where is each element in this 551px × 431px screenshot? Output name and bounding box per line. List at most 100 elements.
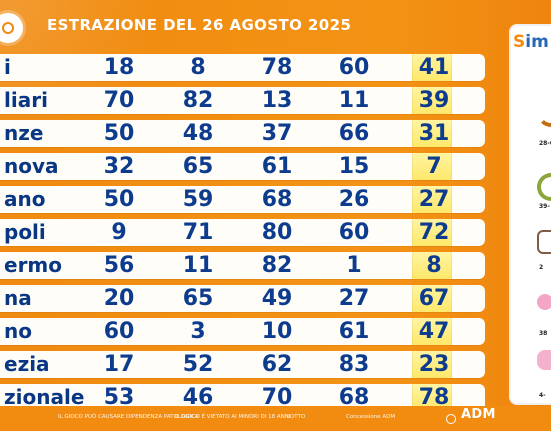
number-3: 70 bbox=[261, 385, 293, 410]
highlight-column bbox=[412, 252, 452, 279]
brand-end: im bbox=[525, 32, 549, 52]
number-5: 39 bbox=[418, 88, 450, 113]
city-name: ermo bbox=[4, 253, 63, 277]
number-2: 82 bbox=[182, 88, 214, 113]
number-1: 50 bbox=[103, 187, 135, 212]
number-5: 23 bbox=[418, 352, 450, 377]
city-name: no bbox=[4, 319, 32, 343]
number-3: 82 bbox=[261, 253, 293, 278]
side-brand: Sim bbox=[513, 32, 549, 52]
city-name: ano bbox=[4, 187, 46, 211]
city-name: liari bbox=[4, 88, 48, 112]
number-4: 66 bbox=[338, 121, 370, 146]
highlight-column bbox=[412, 120, 452, 147]
number-2: 65 bbox=[182, 154, 214, 179]
side-label-3: 2 bbox=[539, 264, 544, 271]
number-4: 60 bbox=[338, 55, 370, 80]
highlight-column bbox=[412, 351, 452, 378]
number-2: 59 bbox=[182, 187, 214, 212]
side-label-5: 4- bbox=[539, 392, 546, 399]
city-name: poli bbox=[4, 220, 46, 244]
table-row: nova 32 65 61 15 7 bbox=[0, 153, 485, 180]
city-name: i bbox=[4, 55, 11, 79]
number-1: 60 bbox=[103, 319, 135, 344]
number-5: 31 bbox=[418, 121, 450, 146]
highlight-column bbox=[412, 318, 452, 345]
footer-warning-1: IL GIOCO PUÒ CAUSARE DIPENDENZA PATOLOGI… bbox=[58, 414, 199, 420]
number-2: 3 bbox=[190, 319, 206, 344]
number-3: 49 bbox=[261, 286, 293, 311]
number-3: 13 bbox=[261, 88, 293, 113]
number-4: 27 bbox=[338, 286, 370, 311]
city-name: zionale bbox=[4, 385, 84, 409]
footer: IL GIOCO PUÒ CAUSARE DIPENDENZA PATOLOGI… bbox=[0, 406, 551, 431]
table-row: liari 70 82 13 11 39 bbox=[0, 87, 485, 114]
brand-start: S bbox=[513, 32, 526, 52]
number-1: 20 bbox=[103, 286, 135, 311]
number-4: 15 bbox=[338, 154, 370, 179]
number-3: 62 bbox=[261, 352, 293, 377]
lotto-logo-icon bbox=[0, 13, 23, 43]
number-1: 56 bbox=[103, 253, 135, 278]
number-5: 27 bbox=[418, 187, 450, 212]
city-name: nze bbox=[4, 121, 44, 145]
table-row: i 18 8 78 60 41 bbox=[0, 54, 485, 81]
number-4: 11 bbox=[338, 88, 370, 113]
side-panel: Sim 28-0 39- 2 38 4- bbox=[509, 24, 551, 405]
number-5: 7 bbox=[426, 154, 442, 179]
number-5: 8 bbox=[426, 253, 442, 278]
footer-warning-2: IL GIOCO È VIETATO AI MINORI DI 18 ANNI bbox=[175, 414, 291, 420]
number-1: 17 bbox=[103, 352, 135, 377]
pig-face-icon bbox=[537, 350, 551, 370]
number-4: 26 bbox=[338, 187, 370, 212]
number-2: 52 bbox=[182, 352, 214, 377]
highlight-column bbox=[412, 186, 452, 213]
city-name: nova bbox=[4, 154, 59, 178]
highlight-column bbox=[412, 87, 452, 114]
city-name: ezia bbox=[4, 352, 50, 376]
number-1: 53 bbox=[103, 385, 135, 410]
number-1: 50 bbox=[103, 121, 135, 146]
number-1: 70 bbox=[103, 88, 135, 113]
number-3: 10 bbox=[261, 319, 293, 344]
city-name: na bbox=[4, 286, 32, 310]
highlight-column bbox=[412, 153, 452, 180]
pig-icon bbox=[537, 294, 551, 310]
box-icon bbox=[537, 230, 551, 254]
number-4: 61 bbox=[338, 319, 370, 344]
page-title: ESTRAZIONE DEL 26 AGOSTO 2025 bbox=[47, 16, 352, 34]
number-1: 9 bbox=[111, 220, 127, 245]
number-2: 48 bbox=[182, 121, 214, 146]
number-2: 8 bbox=[190, 55, 206, 80]
table-row: ermo 56 11 82 1 8 bbox=[0, 252, 485, 279]
table-row: na 20 65 49 27 67 bbox=[0, 285, 485, 312]
number-2: 71 bbox=[182, 220, 214, 245]
table-row: poli 9 71 80 60 72 bbox=[0, 219, 485, 246]
number-4: 1 bbox=[346, 253, 362, 278]
table-row: ezia 17 52 62 83 23 bbox=[0, 351, 485, 378]
number-4: 60 bbox=[338, 220, 370, 245]
number-3: 37 bbox=[261, 121, 293, 146]
number-3: 68 bbox=[261, 187, 293, 212]
number-2: 46 bbox=[182, 385, 214, 410]
adm-logo: ADM bbox=[461, 407, 496, 422]
table-row: ano 50 59 68 26 27 bbox=[0, 186, 485, 213]
leaf-icon bbox=[537, 173, 551, 201]
footer-concession: Concessione ADM bbox=[346, 414, 396, 420]
number-5: 41 bbox=[418, 55, 450, 80]
side-label-4: 38 bbox=[539, 330, 548, 337]
table-row: nze 50 48 37 66 31 bbox=[0, 120, 485, 147]
highlight-column bbox=[412, 54, 452, 81]
highlight-column bbox=[412, 285, 452, 312]
number-5: 72 bbox=[418, 220, 450, 245]
moon-icon bbox=[537, 99, 551, 127]
number-4: 83 bbox=[338, 352, 370, 377]
table-row: no 60 3 10 61 47 bbox=[0, 318, 485, 345]
footer-lotto: LOTTO bbox=[287, 414, 306, 420]
number-3: 80 bbox=[261, 220, 293, 245]
side-label-1: 28-0 bbox=[539, 140, 551, 147]
number-1: 32 bbox=[103, 154, 135, 179]
number-2: 11 bbox=[182, 253, 214, 278]
number-5: 47 bbox=[418, 319, 450, 344]
